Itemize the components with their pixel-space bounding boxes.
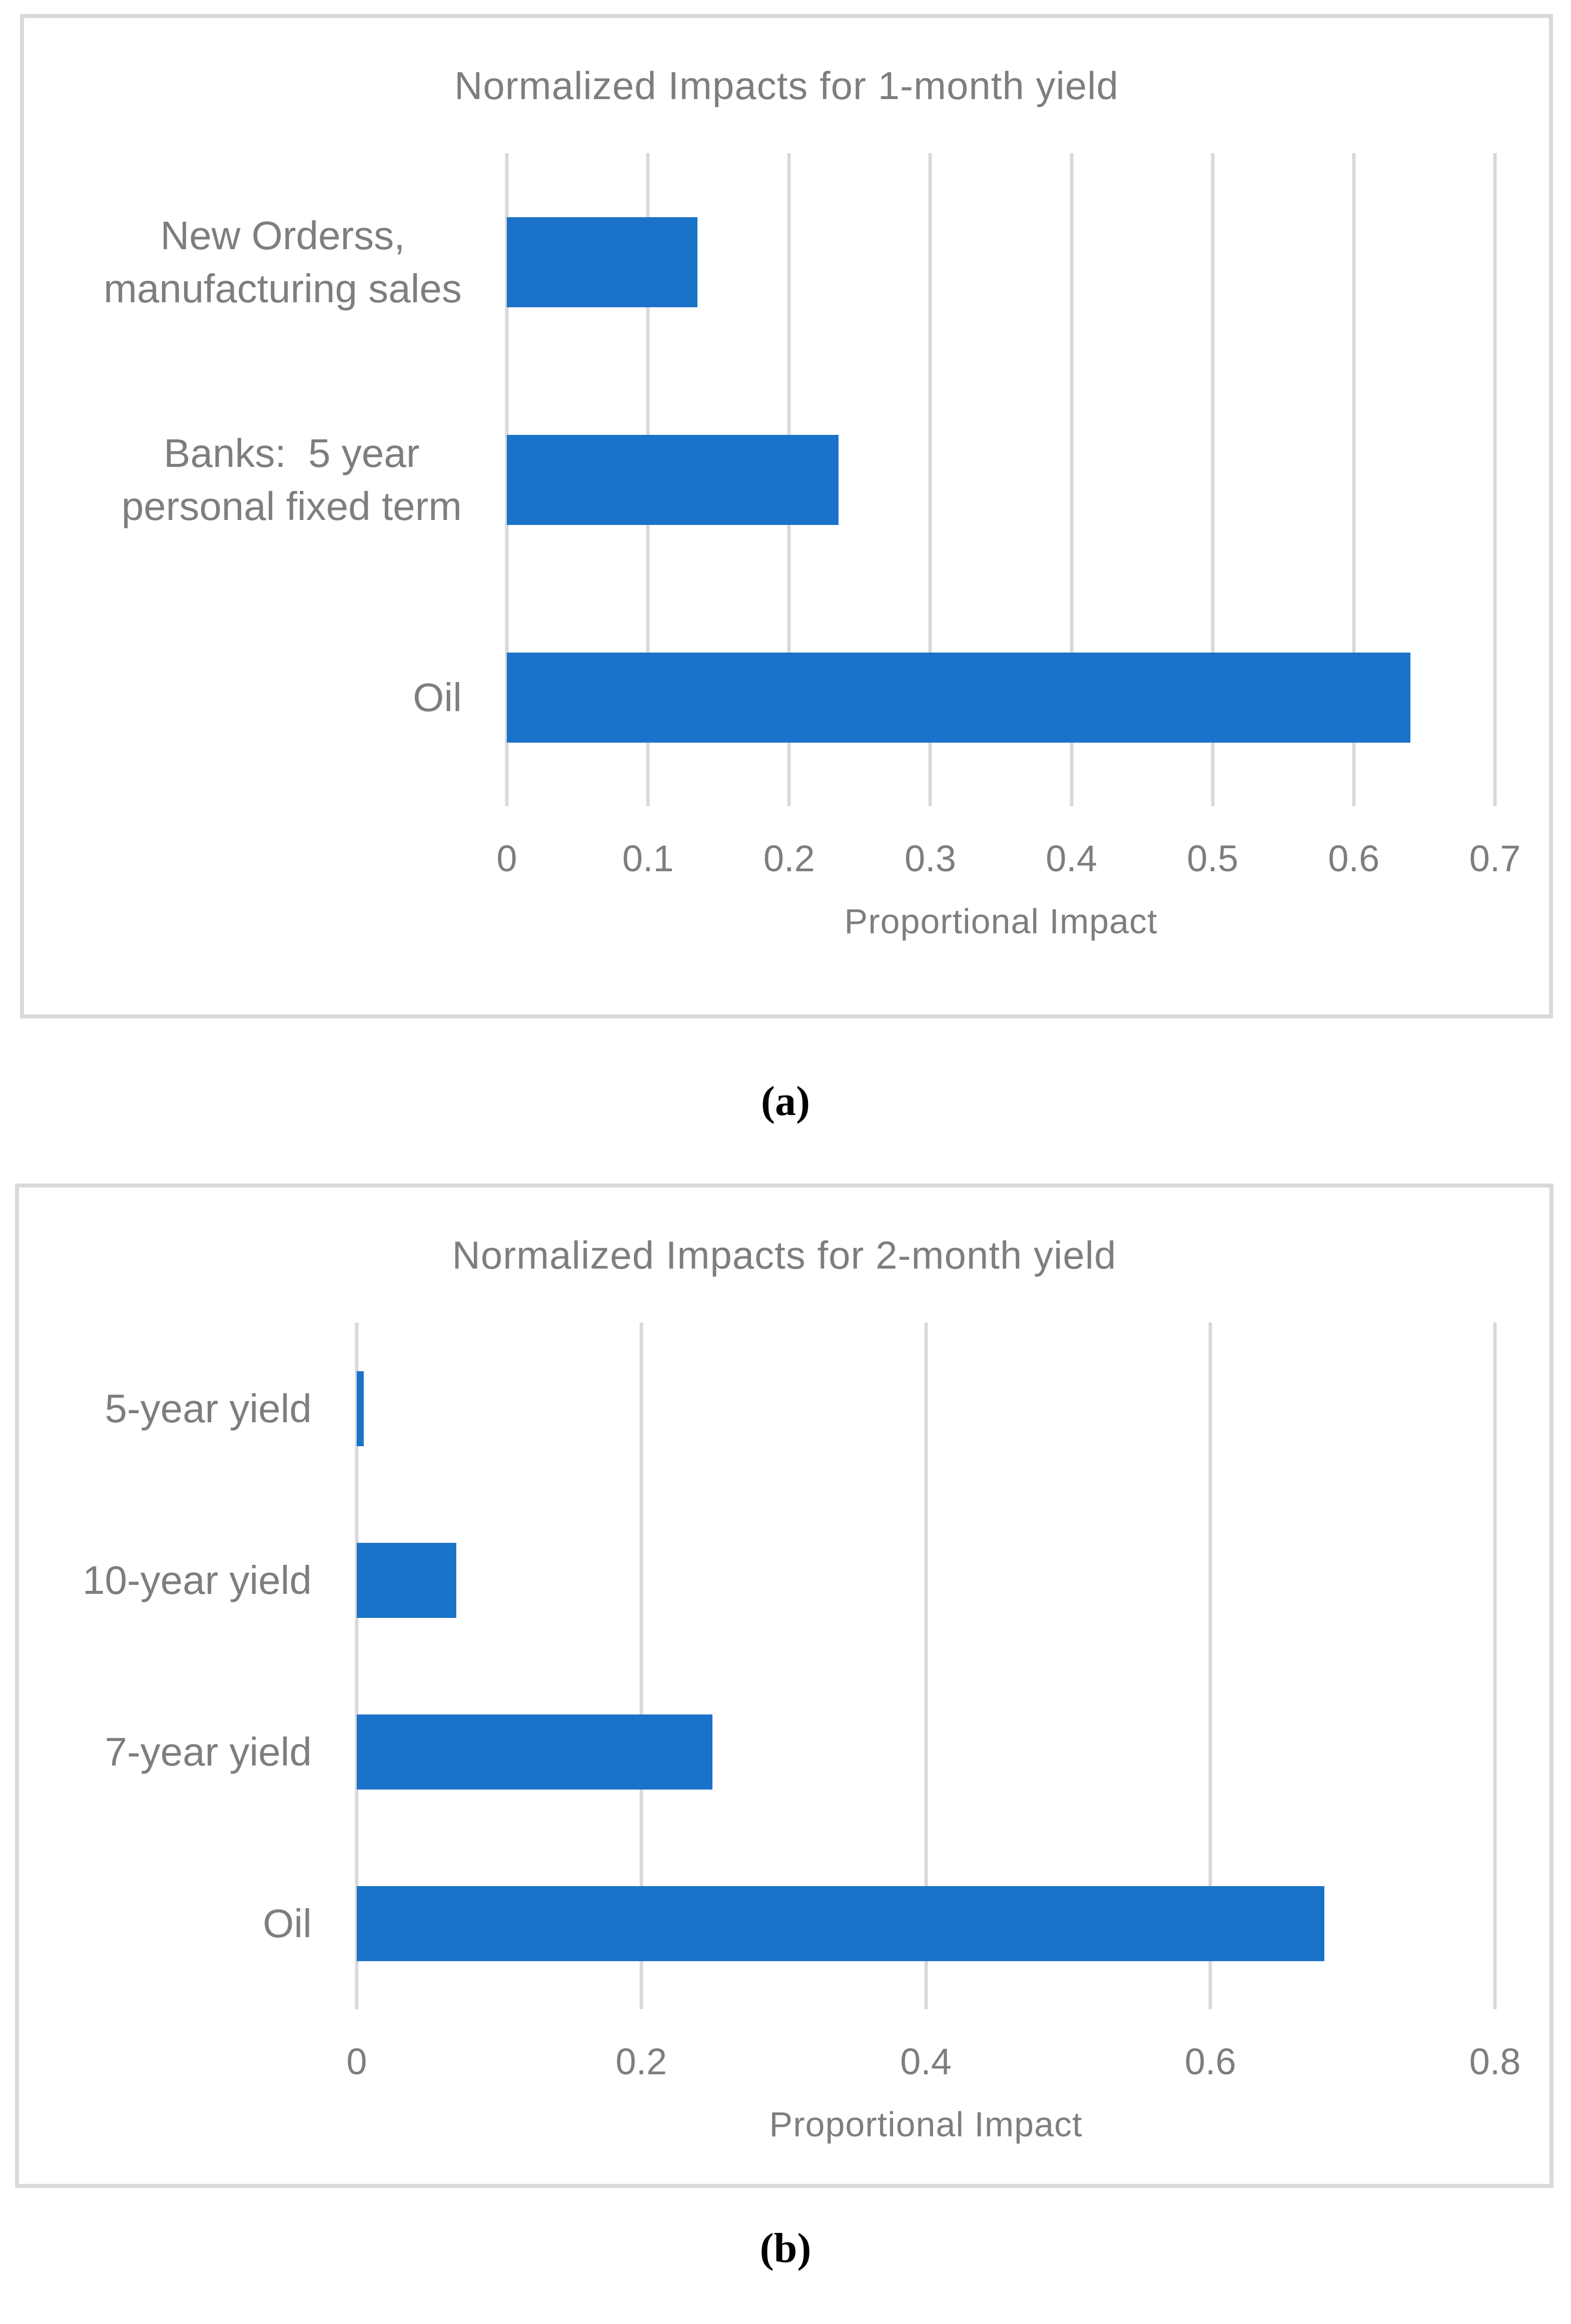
x-tick-label: 0.4 xyxy=(1046,838,1097,879)
category-label-line: New Orderss, xyxy=(160,213,405,258)
category-label: New Orderss, manufacturing sales xyxy=(104,209,462,315)
category-cell: New Orderss, manufacturing sales xyxy=(24,153,507,371)
axis-spacer xyxy=(24,884,507,959)
category-band xyxy=(507,153,1495,371)
category-band xyxy=(357,1323,1495,1494)
plot-area xyxy=(355,1323,1497,2009)
category-label-line: manufacturing sales xyxy=(104,266,462,311)
bar xyxy=(507,652,1410,743)
category-label: 7-year yield xyxy=(105,1725,312,1779)
category-cell: Banks: 5 year personal fixed term xyxy=(24,371,507,589)
gridline xyxy=(639,1323,643,2009)
x-axis-title: Proportional Impact xyxy=(844,902,1158,941)
chart-title: Normalized Impacts for 2-month yield xyxy=(452,1233,1117,1277)
gridline xyxy=(928,153,932,806)
category-axis: 5-year yield 10-year yield 7-year yield Oil xyxy=(19,1323,357,2009)
category-band xyxy=(357,1494,1495,1666)
bar xyxy=(507,217,697,307)
category-label-line: Banks: 5 year xyxy=(164,430,420,475)
x-tick-label: 0 xyxy=(496,838,517,879)
gridline xyxy=(355,1323,359,2009)
chart-panel-1-month: Normalized Impacts for 1-month yield New… xyxy=(20,14,1553,1018)
x-axis: 0 0.1 0.2 0.3 0.4 0.5 0.6 0.7 xyxy=(24,806,1549,884)
chart-title: Normalized Impacts for 1-month yield xyxy=(454,63,1119,108)
x-tick-label: 0.2 xyxy=(763,838,815,879)
category-cell: 7-year yield xyxy=(19,1666,357,1838)
x-tick-label: 0.2 xyxy=(615,2041,667,2082)
gridline xyxy=(1208,1323,1212,2009)
x-tick-label: 0.4 xyxy=(900,2041,952,2082)
gridline xyxy=(1493,153,1497,806)
category-axis: New Orderss, manufacturing sales Banks: 5 … xyxy=(24,153,507,806)
figure-caption-a: (a) xyxy=(761,1077,810,1124)
page: { "colors": { "bar": "#1A73C8", "grid": … xyxy=(0,14,1571,2324)
x-axis-title: Proportional Impact xyxy=(769,2105,1083,2144)
plot-area xyxy=(505,153,1497,806)
x-tick-label: 0.8 xyxy=(1469,2041,1521,2082)
x-axis: 0 0.2 0.4 0.6 0.8 xyxy=(19,2009,1549,2087)
category-label: Banks: 5 year personal fixed term xyxy=(122,427,462,532)
figure-caption-b: (b) xyxy=(759,2224,812,2271)
chart-body: New Orderss, manufacturing sales Banks: 5 … xyxy=(24,153,1549,806)
chart-panel-2-month: Normalized Impacts for 2-month yield 5-y… xyxy=(15,1184,1553,2188)
bars-layer xyxy=(357,1323,1495,2009)
axis-spacer xyxy=(19,2009,357,2087)
x-tick-label: 0 xyxy=(346,2041,367,2082)
x-axis-title-row: Proportional Impact xyxy=(24,884,1549,959)
category-cell: 5-year yield xyxy=(19,1323,357,1494)
category-label: Oil xyxy=(263,1897,312,1950)
x-axis-ticks: 0 0.2 0.4 0.6 0.8 xyxy=(346,2009,1520,2087)
chart-body: 5-year yield 10-year yield 7-year yield Oil xyxy=(19,1323,1549,2009)
gridline xyxy=(1070,153,1074,806)
x-tick-label: 0.1 xyxy=(622,838,674,879)
category-band xyxy=(507,589,1495,806)
x-axis-title-box: Proportional Impact xyxy=(357,2087,1495,2162)
category-label-line: Oil xyxy=(413,675,462,720)
gridline xyxy=(924,1323,928,2009)
x-axis-title-box: Proportional Impact xyxy=(507,884,1495,959)
axis-spacer xyxy=(24,806,507,884)
gridline xyxy=(1211,153,1215,806)
x-tick-label: 0.5 xyxy=(1187,838,1239,879)
category-label-line: 5-year yield xyxy=(105,1386,312,1431)
category-label: 10-year yield xyxy=(83,1554,312,1607)
gridline xyxy=(1352,153,1356,806)
bar xyxy=(357,1542,457,1618)
x-axis-ticks: 0 0.1 0.2 0.3 0.4 0.5 0.6 0.7 xyxy=(496,806,1520,884)
x-tick-label: 0.6 xyxy=(1184,2041,1236,2082)
category-band xyxy=(507,371,1495,589)
bar xyxy=(357,1886,1324,1961)
axis-spacer xyxy=(19,2087,357,2162)
bar xyxy=(357,1371,364,1446)
category-cell: Oil xyxy=(24,589,507,806)
bars-layer xyxy=(507,153,1495,806)
x-tick-label: 0.3 xyxy=(904,838,956,879)
category-label: 5-year yield xyxy=(105,1382,312,1435)
bar xyxy=(507,434,839,525)
x-axis-title-row: Proportional Impact xyxy=(19,2087,1549,2162)
x-tick-label: 0.6 xyxy=(1328,838,1380,879)
category-label-line: 10-year yield xyxy=(82,1557,312,1602)
category-cell: 10-year yield xyxy=(19,1494,357,1666)
category-label-line: Oil xyxy=(263,1901,312,1946)
category-label: Oil xyxy=(413,671,462,724)
bar xyxy=(357,1714,712,1790)
x-tick-label: 0.7 xyxy=(1469,838,1521,879)
category-cell: Oil xyxy=(19,1838,357,2009)
gridline xyxy=(1493,1323,1497,2009)
category-band xyxy=(357,1666,1495,1838)
category-band xyxy=(357,1838,1495,2009)
category-label-line: personal fixed term xyxy=(121,483,462,528)
category-label-line: 7-year yield xyxy=(105,1729,312,1774)
